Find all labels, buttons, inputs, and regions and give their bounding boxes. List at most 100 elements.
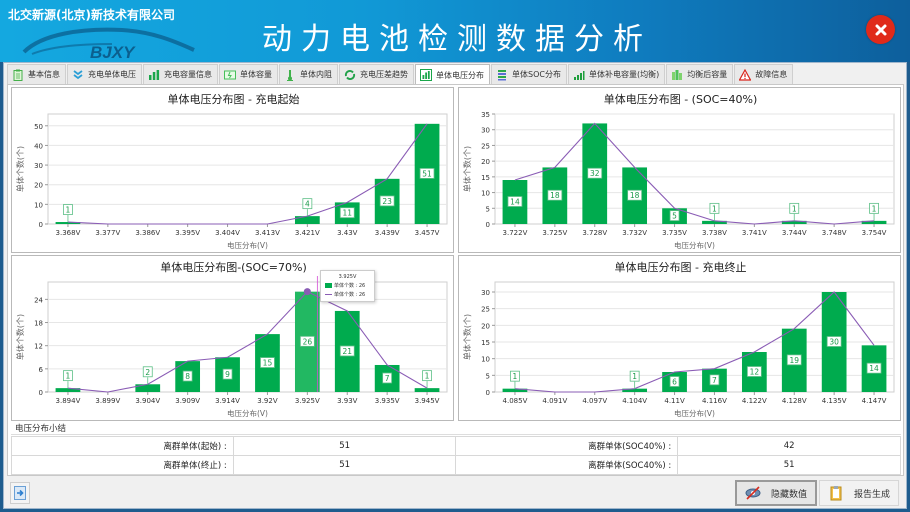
line-swatch-icon [325,294,332,295]
tab-11[interactable]: 故障信息 [734,64,794,84]
data-label: 30 [829,338,839,347]
data-label-box [786,354,802,366]
y-tick-label: 25 [481,306,490,314]
y-tick-label: 25 [481,142,490,150]
bar[interactable] [414,388,440,392]
data-label-box [629,370,640,382]
y-tick-label: 18 [34,320,43,328]
tab-label: 单体内阻 [300,70,332,79]
x-tick-label: 3.748V [822,229,847,237]
x-tick-label: 4.122V [742,397,767,405]
chart-tooltip: 3.925V 单体个数 : 26 单体个数 : 26 [320,270,375,302]
close-button[interactable] [866,15,895,44]
bar[interactable] [702,220,727,224]
voltage-summary: 电压分布小结 离群单体(起始) : 51 离群单体(SOC40%) : 42 离… [11,423,901,475]
data-label: 1 [792,204,797,213]
data-label-box [547,189,563,201]
data-label: 12 [750,368,760,377]
tab-5[interactable]: 单体内阻 [279,64,338,84]
generate-report-button[interactable]: 报告生成 [819,480,899,506]
data-label: 11 [342,209,352,218]
x-tick-label: 3.457V [415,229,440,237]
x-tick-label: 3.894V [56,397,81,405]
y-tick-label: 20 [481,158,490,166]
tab-7[interactable]: 单体电压分布 [415,64,490,85]
bar[interactable] [294,216,320,224]
x-tick-label: 3.925V [295,397,320,405]
x-axis-label: 电压分布(V) [227,240,268,250]
logo-text: BJXY [90,43,136,62]
tab-1[interactable]: 基本信息 [7,64,66,84]
tab-4[interactable]: 单体容量 [219,64,278,84]
tab-10[interactable]: 均衡后容量 [666,64,734,84]
summary-label: 离群单体(SOC40%) : [455,455,679,475]
data-label-box [869,202,879,214]
x-tick-label: 3.738V [702,229,727,237]
hide-eye-icon [745,486,761,500]
data-label-box [627,189,643,201]
x-tick-label: 3.439V [375,229,400,237]
tab-8[interactable]: 单体SOC分布 [491,64,567,84]
tab-label: 单体电压分布 [436,70,484,80]
hide-values-button[interactable]: 隐藏数值 [735,480,817,506]
data-label: 1 [66,372,71,381]
bar[interactable] [622,388,648,392]
x-tick-label: 4.135V [822,397,847,405]
x-tick-label: 3.754V [862,229,887,237]
bar[interactable] [861,220,887,224]
x-tick-label: 4.085V [503,397,528,405]
data-label-box [382,372,393,384]
data-label: 21 [342,347,352,356]
y-tick-label: 30 [481,127,490,135]
bar[interactable] [55,388,81,392]
y-tick-label: 40 [34,142,43,150]
data-label-box [299,335,315,347]
y-tick-label: 15 [481,174,490,182]
x-tick-label: 3.368V [56,229,81,237]
chart-charge-start: 单体电压分布图 - 充电起始 0 10 20 30 40 50 3.368V 3.377V 3.3… [15,92,448,250]
hover-point [303,288,311,296]
tab-3[interactable]: 充电容量信息 [143,64,218,84]
chart-title: 单体电压分布图 - (SOC=40%) [604,92,758,106]
summary-value: 42 [677,436,901,456]
tab-6[interactable]: 充电压差趋势 [339,64,414,84]
x-tick-label: 3.395V [175,229,200,237]
data-label-box [826,336,842,347]
data-label-box [63,370,73,382]
summary-value: 51 [677,455,901,475]
app-header: BJXY 北交新源(北京)新技术有限公司 动力电池检测数据分析 [0,0,910,62]
y-tick-label: 6 [39,366,44,374]
tab-content: 单体电压分布图 - 充电起始 0 10 20 30 40 50 3.368V 3.377V 3.3… [7,84,904,476]
summary-table: 离群单体(起始) : 51 离群单体(SOC40%) : 42 离群单体(终止)… [11,436,901,475]
close-icon [875,24,886,35]
export-button[interactable] [10,482,30,504]
data-label: 2 [145,368,150,377]
x-axis-label: 电压分布(V) [674,408,715,418]
tab-label: 充电容量信息 [164,70,212,79]
battery-icon [224,70,236,79]
x-tick-label: 4.091V [542,397,567,405]
bar[interactable] [135,384,161,392]
x-tick-label: 4.116V [702,397,727,405]
summary-row: 离群单体(终止) : 51 离群单体(SOC40%) : 51 [11,455,901,475]
summary-label: 离群单体(终止) : [11,455,234,475]
trend-line [514,122,875,225]
tab-2[interactable]: 充电单体电压 [67,64,142,84]
bar[interactable] [781,220,807,224]
x-tick-label: 3.421V [295,229,320,237]
tab-9[interactable]: 单体补电容量(均衡) [567,64,666,84]
y-axis-label: 单体个数(个) [462,314,472,360]
data-label-box [142,366,153,378]
bar[interactable] [502,388,528,392]
tab-label: 单体SOC分布 [512,70,561,79]
y-tick-label: 5 [486,205,490,213]
x-tick-label: 3.914V [215,397,240,405]
x-tick-label: 3.909V [175,397,200,405]
bar[interactable] [55,222,81,224]
data-label: 15 [263,359,273,368]
data-label: 1 [66,206,71,215]
x-tick-label: 4.128V [782,397,807,405]
bar-swatch-icon [325,283,332,288]
